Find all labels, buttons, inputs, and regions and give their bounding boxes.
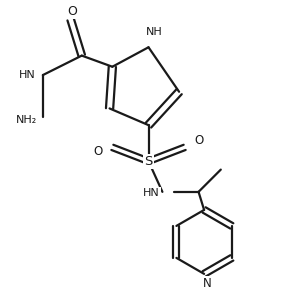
Text: O: O <box>194 134 203 147</box>
Text: HN: HN <box>19 70 36 80</box>
Text: N: N <box>203 277 211 289</box>
Text: O: O <box>67 5 77 18</box>
Text: S: S <box>144 155 153 168</box>
Text: NH: NH <box>146 27 162 37</box>
Text: HN: HN <box>143 188 160 198</box>
Text: O: O <box>94 145 103 158</box>
Text: NH₂: NH₂ <box>15 114 37 125</box>
